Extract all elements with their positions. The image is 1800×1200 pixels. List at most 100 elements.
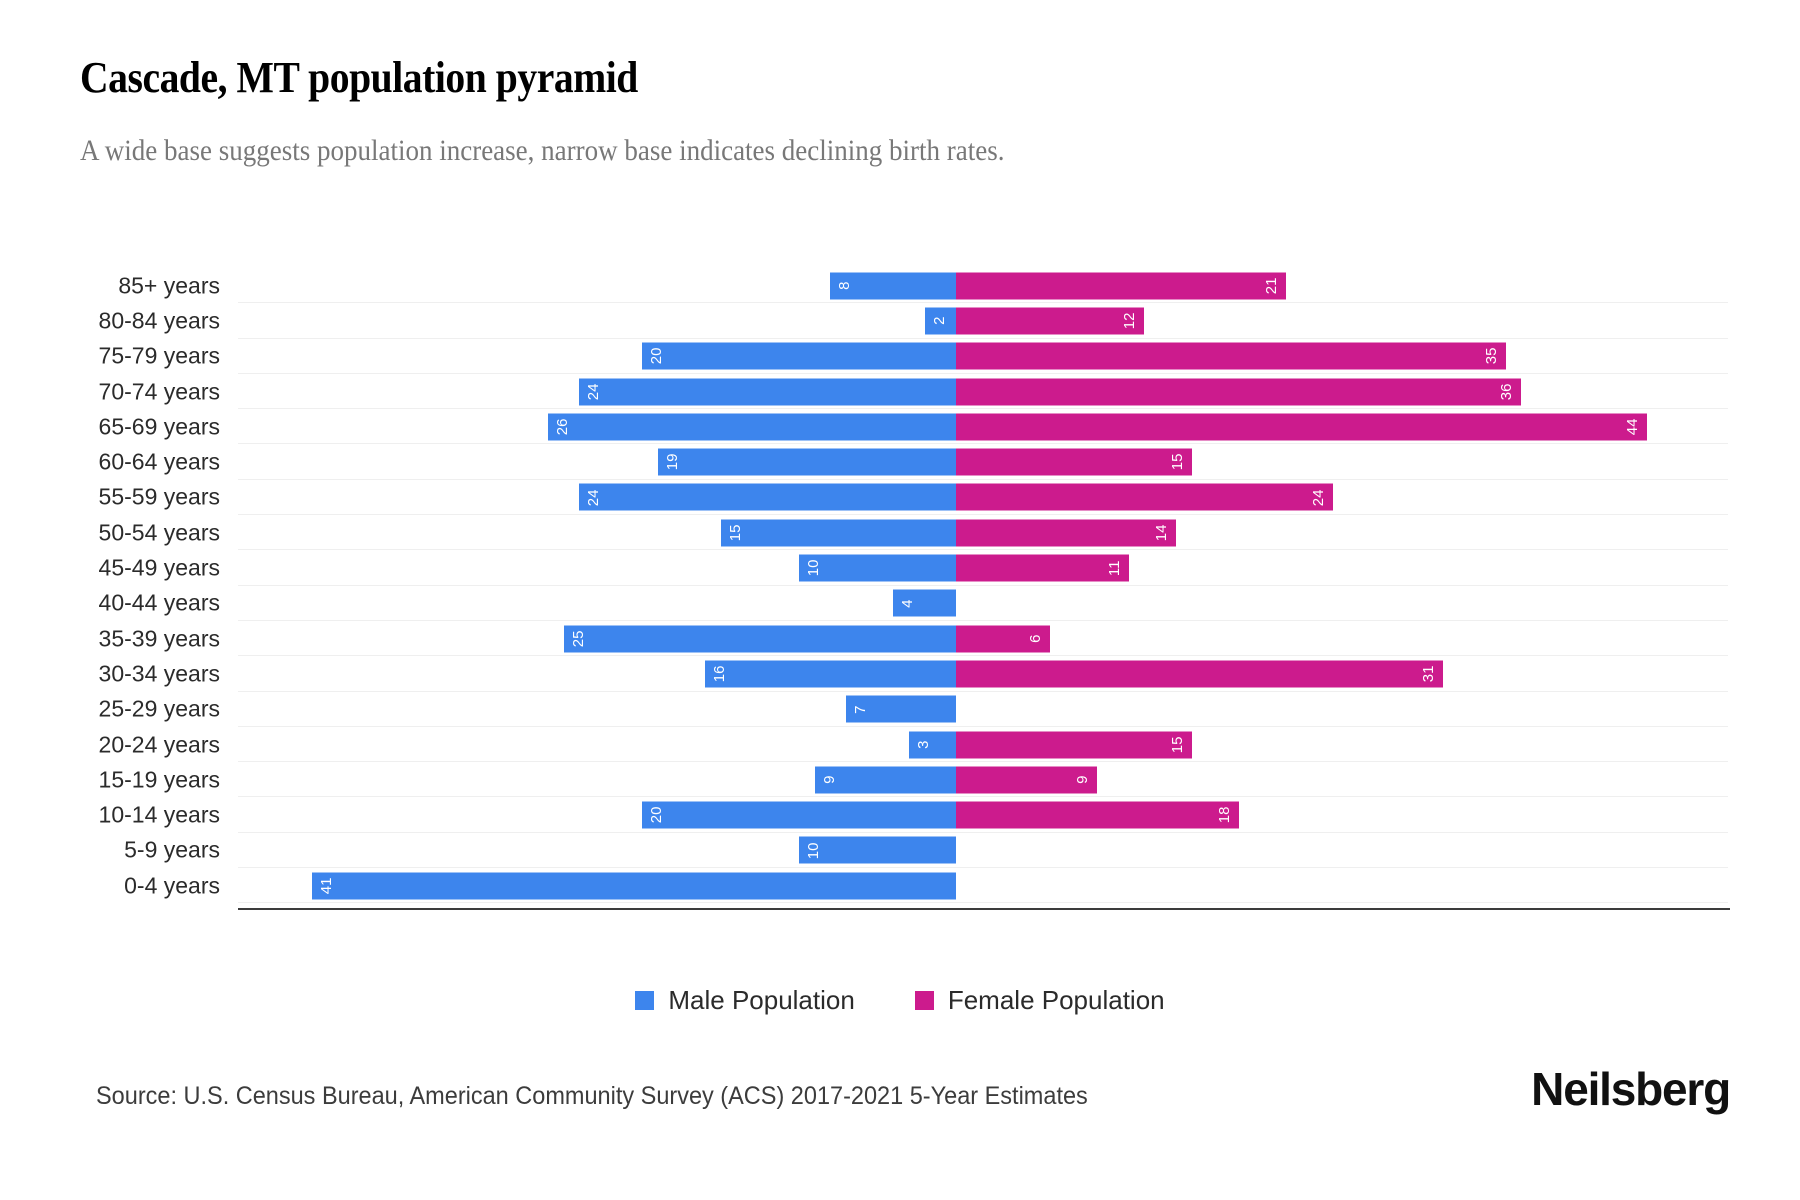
bar-female[interactable]: 15 — [956, 731, 1192, 758]
bar-male[interactable]: 4 — [893, 589, 956, 617]
bar-value-female: 12 — [1121, 312, 1139, 330]
bar-value-female: 14 — [1152, 524, 1170, 542]
bar-female[interactable]: 36 — [956, 378, 1522, 406]
bar-female[interactable]: 14 — [956, 519, 1176, 547]
gridline — [238, 725, 1728, 727]
bar-value-male: 2 — [930, 316, 948, 326]
gridline — [238, 619, 1728, 621]
gridline — [238, 655, 1728, 657]
bar-male[interactable]: 15 — [720, 519, 956, 547]
bar-male[interactable]: 3 — [908, 731, 956, 758]
y-axis-label: 35-39 years — [98, 625, 220, 652]
bar-female[interactable]: 6 — [956, 625, 1051, 653]
bar-value-female: 9 — [1074, 775, 1092, 784]
pyramid-row: 5-9 years 10 — [124, 833, 1728, 869]
bar-male[interactable]: 19 — [657, 448, 956, 476]
bar-value-female: 6 — [1027, 634, 1045, 643]
legend-swatch-male-icon — [635, 991, 655, 1010]
gridline — [238, 584, 1728, 586]
bar-value-male: 16 — [710, 665, 728, 683]
bar-female[interactable]: 11 — [956, 554, 1129, 582]
y-axis-label: 45-49 years — [98, 554, 220, 581]
bar-male[interactable]: 16 — [704, 660, 956, 688]
pyramid-row: 35-39 years 25 6 — [99, 621, 1728, 657]
bar-value-female: 18 — [1215, 806, 1233, 824]
gridline — [238, 549, 1728, 551]
y-axis-label: 10-14 years — [98, 801, 220, 828]
pyramid-row: 45-49 years 10 11 — [99, 550, 1728, 586]
pyramid-row: 25-29 years 7 — [99, 692, 1728, 727]
y-axis-label: 60-64 years — [98, 448, 220, 475]
pyramid-row: 30-34 years 16 31 — [99, 656, 1728, 692]
gridline — [238, 514, 1728, 516]
bar-male[interactable]: 20 — [642, 801, 956, 829]
x-axis-baseline — [238, 908, 1730, 910]
bar-female[interactable]: 15 — [956, 448, 1192, 476]
bar-female[interactable]: 35 — [956, 342, 1506, 370]
bar-value-female: 15 — [1168, 453, 1186, 471]
gridline — [238, 831, 1728, 833]
pyramid-row: 50-54 years 15 14 — [99, 515, 1728, 551]
legend-item-male[interactable]: Male Population — [635, 985, 855, 1016]
bar-value-female: 35 — [1482, 347, 1500, 365]
y-axis-label: 85+ years — [118, 272, 220, 299]
bar-female[interactable]: 12 — [956, 307, 1145, 335]
gridline — [238, 478, 1728, 480]
pyramid-row: 80-84 years 2 12 — [99, 303, 1728, 339]
pyramid-row: 10-14 years 20 18 — [99, 797, 1728, 833]
pyramid-row: 60-64 years 19 15 — [99, 444, 1728, 480]
y-axis-label: 25-29 years — [98, 695, 220, 722]
legend-item-female[interactable]: Female Population — [914, 985, 1165, 1016]
bar-female[interactable]: 24 — [956, 483, 1333, 511]
bar-male[interactable]: 25 — [563, 625, 956, 653]
bar-male[interactable]: 20 — [642, 342, 956, 370]
population-pyramid-plot: 85+ years 8 21 80-84 years 2 12 75-79 years 20 3… — [99, 268, 1728, 908]
bar-female[interactable]: 44 — [956, 413, 1647, 441]
bar-female[interactable]: 18 — [956, 801, 1239, 829]
bar-male[interactable]: 2 — [924, 307, 956, 335]
y-axis-label: 50-54 years — [98, 519, 220, 546]
pyramid-row: 75-79 years 20 35 — [99, 339, 1728, 374]
bar-male[interactable]: 24 — [579, 378, 956, 406]
bar-male[interactable]: 26 — [547, 413, 956, 441]
gridline — [238, 796, 1728, 798]
bar-value-female: 15 — [1168, 736, 1186, 753]
bar-value-male: 26 — [553, 418, 571, 436]
bar-value-male: 24 — [585, 383, 603, 400]
pyramid-row: 65-69 years 26 44 — [99, 409, 1728, 445]
bar-value-female: 31 — [1419, 665, 1437, 683]
bar-male[interactable]: 9 — [814, 766, 956, 794]
pyramid-row: 40-44 years 4 — [99, 586, 1728, 621]
chart-subtitle: A wide base suggests population increase… — [80, 134, 1005, 167]
bar-male[interactable]: 8 — [830, 272, 956, 300]
gridline — [238, 372, 1728, 374]
bar-male[interactable]: 24 — [579, 483, 956, 511]
bar-value-male: 9 — [820, 775, 838, 784]
bar-value-female: 21 — [1262, 277, 1280, 294]
bar-female[interactable]: 31 — [956, 660, 1443, 688]
bar-value-male: 10 — [805, 842, 822, 859]
source-note: Source: U.S. Census Bureau, American Com… — [96, 1082, 1088, 1110]
y-axis-label: 80-84 years — [98, 307, 220, 334]
bar-male[interactable]: 41 — [312, 872, 956, 900]
gridline — [238, 302, 1728, 304]
chart-legend: Male Population Female Population — [0, 985, 1800, 1016]
bar-female[interactable]: 21 — [956, 272, 1286, 300]
bar-male[interactable]: 10 — [799, 554, 956, 582]
bar-male[interactable]: 7 — [846, 695, 956, 723]
bar-value-male: 19 — [663, 453, 681, 471]
bar-value-male: 15 — [726, 524, 744, 542]
gridline — [238, 443, 1728, 445]
bar-value-male: 4 — [899, 599, 917, 608]
bar-female[interactable]: 9 — [956, 766, 1098, 794]
y-axis-label: 30-34 years — [98, 660, 220, 687]
bar-value-male: 20 — [648, 347, 665, 365]
y-axis-label: 75-79 years — [98, 342, 220, 369]
bar-value-male: 8 — [836, 281, 854, 290]
gridline — [238, 761, 1728, 763]
y-axis-label: 20-24 years — [98, 731, 220, 757]
y-axis-label: 70-74 years — [98, 378, 220, 405]
bar-male[interactable]: 10 — [799, 836, 956, 864]
y-axis-label: 65-69 years — [98, 413, 220, 440]
y-axis-label: 15-19 years — [98, 766, 220, 793]
